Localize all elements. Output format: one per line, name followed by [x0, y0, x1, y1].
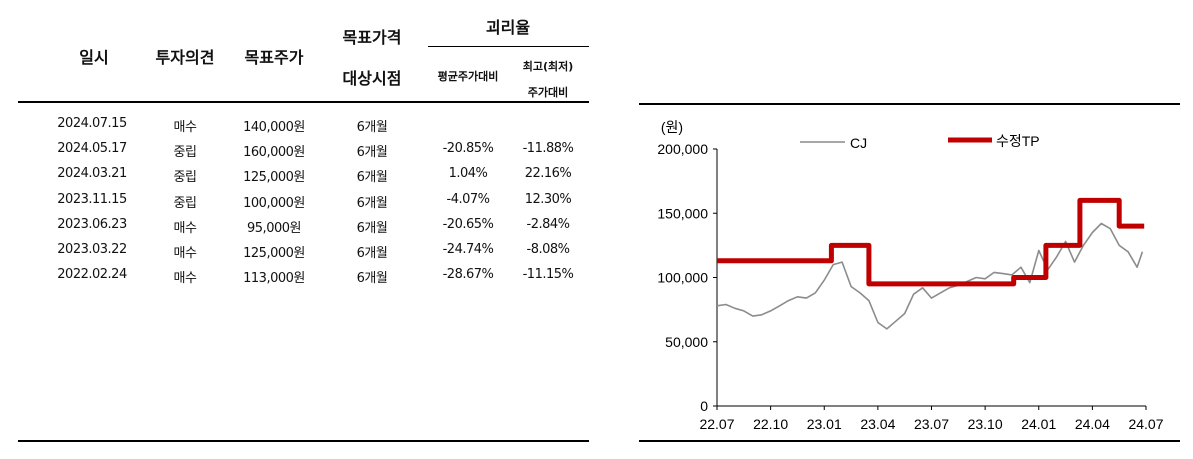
header-avg: 평균주가대비 [437, 70, 499, 83]
cell-opinion: 중립 [173, 145, 197, 161]
cell-period: 6개월 [356, 271, 388, 287]
cell-date: 2024.07.15 [57, 116, 127, 131]
cell-opinion: 매수 [173, 220, 197, 236]
cell-target: 160,000원 [243, 145, 305, 161]
cell-date: 2024.05.17 [57, 141, 127, 157]
x-tick-label: 23.07 [914, 416, 949, 432]
x-tick-label: 24.07 [1128, 416, 1163, 432]
cell-date: 2024.03.21 [57, 166, 127, 182]
cell-date: 2023.11.15 [57, 191, 127, 207]
cell-avg: -24.74% [442, 242, 494, 257]
x-tick-label: 24.01 [1021, 416, 1056, 432]
legend-label-target-price: 수정TP [996, 133, 1040, 149]
cell-date: 2023.03.22 [57, 242, 127, 257]
table-top-rule [18, 101, 589, 103]
y-tick-label: 200,000 [657, 141, 708, 157]
header-target: 목표주가 [244, 48, 304, 67]
cell-target: 113,000원 [243, 271, 305, 287]
x-tick-label: 24.04 [1075, 416, 1110, 432]
cell-hilo: 12.30% [524, 191, 572, 207]
cell-hilo: -2.84% [526, 216, 571, 232]
header-gap: 괴리율 [485, 18, 531, 37]
y-unit-label: (원) [661, 119, 683, 135]
series-line-cj [716, 222, 1144, 330]
cell-period: 6개월 [356, 170, 388, 186]
cell-period: 6개월 [356, 120, 388, 135]
table-bottom-rule [18, 440, 589, 442]
cell-target: 95,000원 [247, 220, 301, 236]
header-date: 일시 [79, 48, 109, 67]
cell-target: 100,000원 [243, 195, 305, 211]
cell-avg: -20.85% [442, 141, 494, 157]
y-tick-label: 100,000 [657, 270, 708, 286]
cell-avg: -28.67% [442, 267, 494, 283]
header-period-line1: 목표가격 [342, 28, 402, 47]
y-tick-label: 0 [700, 398, 708, 414]
cell-opinion: 매수 [173, 246, 197, 261]
header-hilo-line1: 최고(최저) [522, 60, 574, 73]
header-hilo-line2: 주가대비 [527, 86, 569, 99]
cell-avg: -20.65% [442, 216, 494, 232]
cell-avg: 1.04% [448, 166, 488, 182]
cell-hilo: -11.88% [522, 141, 574, 157]
cell-hilo: -8.08% [526, 242, 571, 257]
cell-target: 140,000원 [243, 120, 305, 135]
cell-period: 6개월 [356, 246, 388, 261]
gap-header-rule [428, 46, 589, 47]
x-tick-label: 22.07 [699, 416, 734, 432]
cell-avg: -4.07% [446, 191, 491, 207]
cell-opinion: 중립 [173, 170, 197, 186]
x-tick-label: 23.04 [860, 416, 895, 432]
x-tick-label: 22.10 [753, 416, 788, 432]
x-tick-label: 23.10 [968, 416, 1003, 432]
cell-date: 2023.06.23 [57, 216, 127, 232]
cell-opinion: 매수 [173, 271, 197, 287]
cell-hilo: -11.15% [522, 267, 574, 283]
cell-target: 125,000원 [243, 246, 305, 261]
series-line-target-price [717, 197, 1145, 287]
cell-target: 125,000원 [243, 170, 305, 186]
cell-opinion: 중립 [173, 195, 197, 211]
x-tick-label: 23.01 [807, 416, 842, 432]
cell-date: 2022.02.24 [57, 267, 127, 283]
cell-hilo: 22.16% [524, 166, 572, 182]
header-period-line2: 대상시점 [342, 69, 402, 88]
y-tick-label: 50,000 [665, 334, 708, 350]
legend-label-cj: CJ [850, 135, 867, 151]
y-tick-label: 150,000 [657, 205, 708, 221]
cell-period: 6개월 [356, 195, 388, 211]
header-opinion: 투자의견 [155, 48, 215, 67]
cell-period: 6개월 [356, 220, 388, 236]
cell-opinion: 매수 [173, 120, 197, 135]
cell-period: 6개월 [356, 145, 388, 161]
